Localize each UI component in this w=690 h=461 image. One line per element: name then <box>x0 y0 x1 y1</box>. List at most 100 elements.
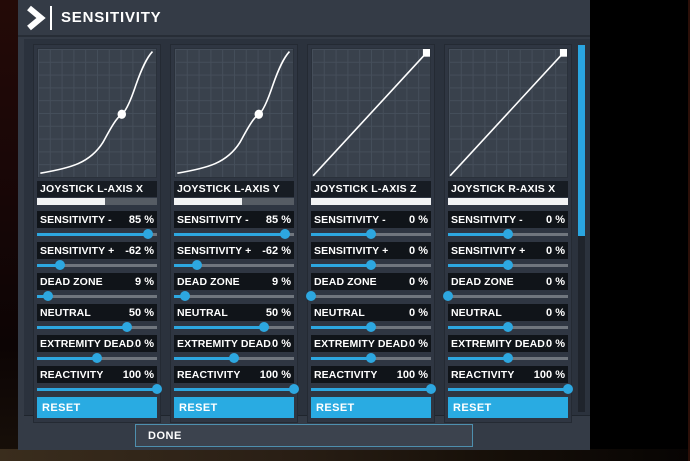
slider-handle[interactable] <box>503 229 513 239</box>
slider-handle[interactable] <box>503 353 513 363</box>
slider-value: 100 % <box>396 368 428 381</box>
header-separator <box>50 5 52 30</box>
axis-output-gauge <box>37 198 157 205</box>
slider-handle[interactable] <box>289 384 299 394</box>
slider-header: REACTIVITY 100 % <box>311 366 431 383</box>
slider-row: REACTIVITY 100 % <box>448 366 573 394</box>
slider-handle[interactable] <box>366 229 376 239</box>
slider-value: 0 % <box>409 244 428 257</box>
slider-label: SENSITIVITY - <box>177 213 249 226</box>
axis-title: JOYSTICK R-AXIS X <box>448 181 568 197</box>
slider-track[interactable] <box>37 353 157 363</box>
slider-track[interactable] <box>311 322 431 332</box>
slider-track[interactable] <box>37 384 162 394</box>
slider-header: DEAD ZONE 9 % <box>37 273 157 290</box>
slider-track[interactable] <box>448 260 568 270</box>
slider-header: SENSITIVITY - 0 % <box>448 211 568 228</box>
slider-handle[interactable] <box>92 353 102 363</box>
vertical-scrollbar[interactable] <box>578 45 585 412</box>
slider-rows: SENSITIVITY - 85 % SENSITIVITY + -62 % D… <box>174 211 299 394</box>
slider-row: SENSITIVITY + 0 % <box>448 242 568 270</box>
curve-end-marker[interactable] <box>559 49 567 57</box>
slider-handle[interactable] <box>54 260 65 270</box>
reset-button[interactable]: RESET <box>174 397 294 418</box>
slider-label: NEUTRAL <box>314 306 365 319</box>
slider-track[interactable] <box>174 353 294 363</box>
slider-handle[interactable] <box>503 322 513 332</box>
slider-track[interactable] <box>311 229 431 239</box>
slider-header: DEAD ZONE 9 % <box>174 273 294 290</box>
slider-track[interactable] <box>174 229 294 239</box>
slider-handle[interactable] <box>143 229 153 239</box>
slider-handle[interactable] <box>122 322 132 332</box>
slider-handle[interactable] <box>366 353 376 363</box>
slider-header: NEUTRAL 50 % <box>174 304 294 321</box>
reset-button[interactable]: RESET <box>311 397 431 418</box>
slider-track[interactable] <box>37 229 157 239</box>
slider-value: 0 % <box>135 337 154 350</box>
slider-handle[interactable] <box>179 291 190 301</box>
slider-value: 0 % <box>546 337 565 350</box>
slider-row: REACTIVITY 100 % <box>37 366 162 394</box>
slider-row: DEAD ZONE 9 % <box>174 273 294 301</box>
slider-track[interactable] <box>37 291 157 301</box>
slider-value: 0 % <box>409 213 428 226</box>
slider-fill <box>311 388 431 391</box>
slider-handle[interactable] <box>42 291 53 301</box>
slider-header: EXTREMITY DEAD... 0 % <box>174 335 294 352</box>
slider-row: NEUTRAL 0 % <box>311 304 431 332</box>
slider-track[interactable] <box>37 322 157 332</box>
slider-track[interactable] <box>306 291 431 301</box>
slider-track[interactable] <box>311 260 431 270</box>
curve-line <box>177 52 289 174</box>
gauge-fill <box>37 198 106 205</box>
slider-track[interactable] <box>311 353 431 363</box>
slider-track[interactable] <box>448 229 568 239</box>
slider-handle[interactable] <box>152 384 162 394</box>
slider-row: NEUTRAL 0 % <box>448 304 568 332</box>
axis-column: JOYSTICK L-AXIS Z SENSITIVITY - 0 % SENS… <box>306 45 436 422</box>
slider-track[interactable] <box>448 322 568 332</box>
slider-track[interactable] <box>448 384 573 394</box>
slider-header: SENSITIVITY - 0 % <box>311 211 431 228</box>
slider-value: 0 % <box>546 244 565 257</box>
slider-track[interactable] <box>448 353 568 363</box>
axis-output-gauge <box>311 198 431 205</box>
slider-handle[interactable] <box>229 353 239 363</box>
slider-handle[interactable] <box>280 229 290 239</box>
slider-fill <box>448 233 508 236</box>
slider-handle[interactable] <box>259 322 269 332</box>
curve-point-marker[interactable] <box>254 109 264 119</box>
done-button[interactable]: DONE <box>135 424 473 447</box>
slider-handle[interactable] <box>191 260 202 270</box>
slider-track[interactable] <box>37 260 157 270</box>
slider-track[interactable] <box>311 384 436 394</box>
slider-handle[interactable] <box>503 260 513 270</box>
slider-fill <box>174 326 264 329</box>
slider-handle[interactable] <box>306 291 316 301</box>
slider-header: SENSITIVITY - 85 % <box>174 211 294 228</box>
slider-value: 85 % <box>265 213 291 226</box>
slider-track[interactable] <box>174 384 299 394</box>
slider-label: DEAD ZONE <box>40 275 103 288</box>
slider-handle[interactable] <box>563 384 573 394</box>
axis-title: JOYSTICK L-AXIS Z <box>311 181 431 197</box>
curve-end-marker[interactable] <box>422 49 430 57</box>
response-curve-graph <box>37 48 157 178</box>
slider-track[interactable] <box>174 260 294 270</box>
slider-handle[interactable] <box>443 291 453 301</box>
reset-button[interactable]: RESET <box>448 397 568 418</box>
slider-track[interactable] <box>174 322 294 332</box>
reset-button[interactable]: RESET <box>37 397 157 418</box>
slider-handle[interactable] <box>366 322 376 332</box>
slider-label: NEUTRAL <box>40 306 91 319</box>
slider-handle[interactable] <box>366 260 376 270</box>
slider-value: 100 % <box>533 368 565 381</box>
slider-handle[interactable] <box>426 384 436 394</box>
slider-label: DEAD ZONE <box>314 275 377 288</box>
slider-label: EXTREMITY DEAD... <box>451 337 547 350</box>
slider-track[interactable] <box>443 291 568 301</box>
slider-track[interactable] <box>174 291 294 301</box>
scrollbar-thumb[interactable] <box>578 45 585 236</box>
curve-point-marker[interactable] <box>117 109 127 119</box>
